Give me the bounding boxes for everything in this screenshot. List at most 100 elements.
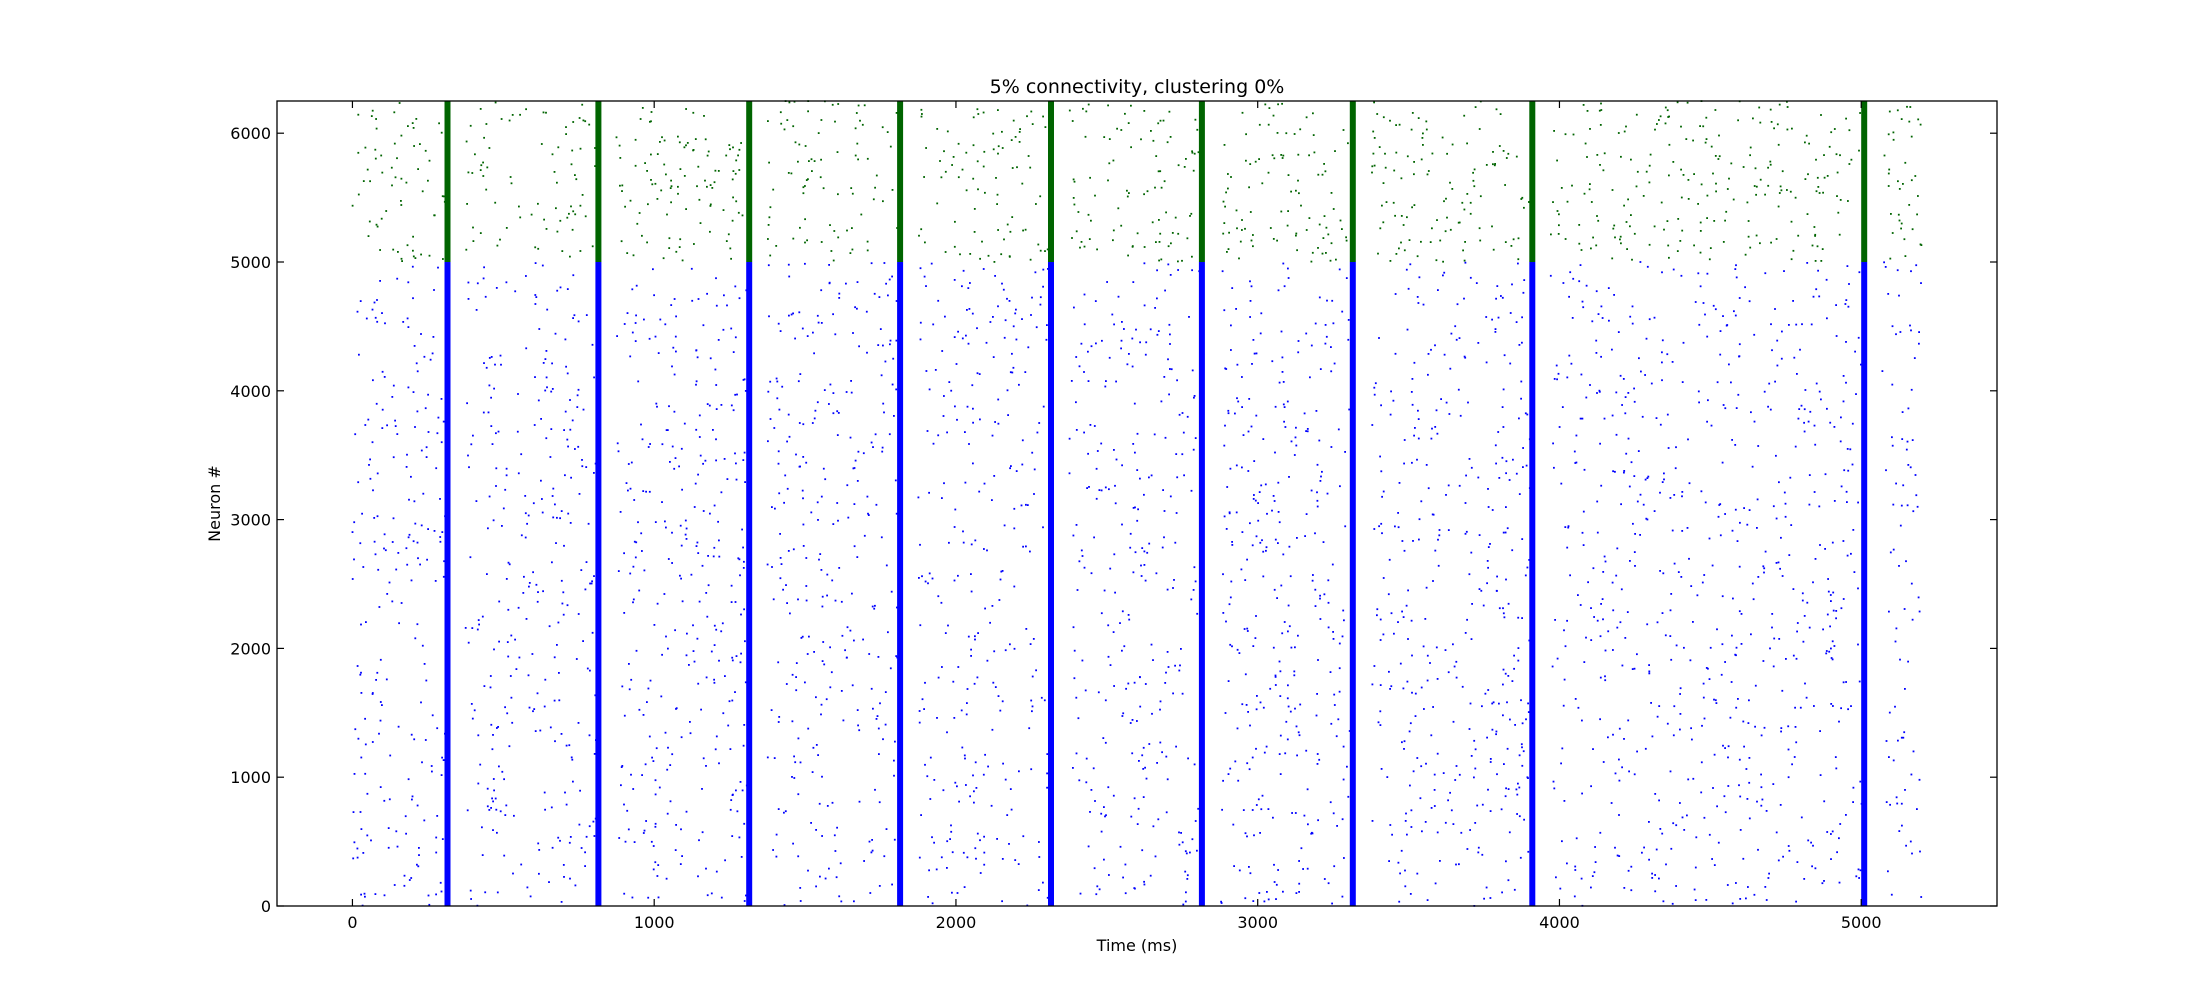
excitatory-spike xyxy=(967,342,970,345)
excitatory-spike xyxy=(666,768,669,771)
excitatory-spike xyxy=(1261,794,1264,797)
excitatory-spike xyxy=(788,435,791,438)
excitatory-spike xyxy=(1762,660,1765,662)
inhibitory-sync-event xyxy=(1198,101,1205,262)
inhibitory-spike xyxy=(366,168,369,171)
inhibitory-spike xyxy=(730,257,732,260)
excitatory-spike xyxy=(784,474,787,477)
inhibitory-spike xyxy=(1445,197,1447,200)
excitatory-spike xyxy=(1128,353,1130,355)
inhibitory-spike xyxy=(1157,170,1160,173)
excitatory-spike xyxy=(1555,876,1557,879)
excitatory-spike xyxy=(1464,356,1467,359)
excitatory-spike xyxy=(1836,851,1838,854)
excitatory-spike xyxy=(1098,489,1101,491)
excitatory-spike xyxy=(679,863,682,865)
excitatory-spike xyxy=(1781,330,1783,333)
excitatory-spike xyxy=(1486,560,1489,562)
excitatory-spike xyxy=(918,856,921,859)
excitatory-spike xyxy=(680,736,683,739)
excitatory-spike xyxy=(537,399,540,402)
excitatory-spike xyxy=(852,467,855,470)
excitatory-spike xyxy=(1911,618,1914,621)
inhibitory-spike xyxy=(420,253,422,256)
excitatory-spike xyxy=(1444,821,1447,824)
excitatory-spike xyxy=(1828,650,1831,653)
excitatory-spike xyxy=(854,306,856,309)
excitatory-spike xyxy=(674,457,677,459)
excitatory-spike xyxy=(588,825,591,828)
excitatory-spike xyxy=(1327,626,1330,629)
x-tick-label: 5000 xyxy=(1841,913,1882,932)
excitatory-spike xyxy=(1105,814,1107,817)
excitatory-spike xyxy=(411,798,413,801)
inhibitory-spike xyxy=(1295,232,1298,235)
excitatory-spike xyxy=(416,623,419,626)
excitatory-spike xyxy=(678,465,680,468)
excitatory-spike xyxy=(1552,442,1554,445)
excitatory-spike xyxy=(498,600,501,603)
excitatory-spike xyxy=(815,744,818,746)
inhibitory-spike xyxy=(976,160,979,163)
excitatory-spike xyxy=(1286,400,1289,403)
excitatory-spike xyxy=(587,522,590,525)
excitatory-spike xyxy=(1724,661,1726,663)
excitatory-spike xyxy=(535,583,538,586)
excitatory-spike xyxy=(1839,440,1842,443)
excitatory-spike xyxy=(802,523,805,526)
excitatory-spike xyxy=(686,632,688,635)
excitatory-spike xyxy=(1767,877,1770,879)
excitatory-spike xyxy=(1300,847,1303,850)
excitatory-spike xyxy=(1120,347,1122,350)
inhibitory-spike xyxy=(1417,117,1420,119)
excitatory-spike xyxy=(1913,357,1916,359)
excitatory-spike xyxy=(1279,773,1282,775)
inhibitory-spike xyxy=(1330,192,1333,194)
inhibitory-spike xyxy=(1264,103,1267,106)
inhibitory-spike xyxy=(1411,112,1414,114)
excitatory-spike xyxy=(698,600,701,603)
excitatory-spike xyxy=(831,801,834,804)
excitatory-spike xyxy=(1022,835,1025,838)
inhibitory-spike xyxy=(1223,222,1226,224)
inhibitory-spike xyxy=(738,148,741,151)
excitatory-spike xyxy=(1679,687,1682,690)
excitatory-spike xyxy=(1289,710,1292,713)
excitatory-spike xyxy=(560,510,563,512)
inhibitory-spike xyxy=(1648,243,1651,246)
excitatory-spike xyxy=(879,328,882,330)
excitatory-spike xyxy=(1641,415,1644,418)
excitatory-sync-event xyxy=(1529,262,1536,906)
excitatory-spike xyxy=(1153,433,1156,436)
excitatory-spike xyxy=(431,770,433,773)
excitatory-spike xyxy=(371,441,374,444)
excitatory-spike xyxy=(1015,308,1017,311)
excitatory-spike xyxy=(882,738,884,741)
excitatory-spike xyxy=(1304,535,1306,537)
excitatory-spike xyxy=(1121,649,1123,652)
inhibitory-spike xyxy=(889,145,892,148)
excitatory-spike xyxy=(1670,593,1673,595)
excitatory-spike xyxy=(439,536,442,538)
excitatory-spike xyxy=(420,701,422,704)
excitatory-spike xyxy=(786,440,788,443)
excitatory-spike xyxy=(1894,705,1896,708)
excitatory-spike xyxy=(1620,588,1623,591)
excitatory-spike xyxy=(1455,765,1458,767)
excitatory-spike xyxy=(665,877,668,880)
inhibitory-spike xyxy=(1117,207,1120,210)
excitatory-spike xyxy=(817,321,820,324)
excitatory-spike xyxy=(1337,428,1340,431)
excitatory-spike xyxy=(974,638,976,641)
inhibitory-spike xyxy=(1160,258,1163,261)
excitatory-spike xyxy=(396,277,399,280)
excitatory-spike xyxy=(872,446,874,448)
excitatory-spike xyxy=(1688,557,1690,560)
excitatory-spike xyxy=(1102,737,1105,739)
excitatory-spike xyxy=(1693,888,1696,891)
excitatory-spike xyxy=(1830,703,1833,705)
excitatory-spike xyxy=(1736,540,1739,542)
inhibitory-spike xyxy=(1398,123,1401,126)
excitatory-spike xyxy=(1235,464,1238,467)
excitatory-spike xyxy=(966,702,968,704)
